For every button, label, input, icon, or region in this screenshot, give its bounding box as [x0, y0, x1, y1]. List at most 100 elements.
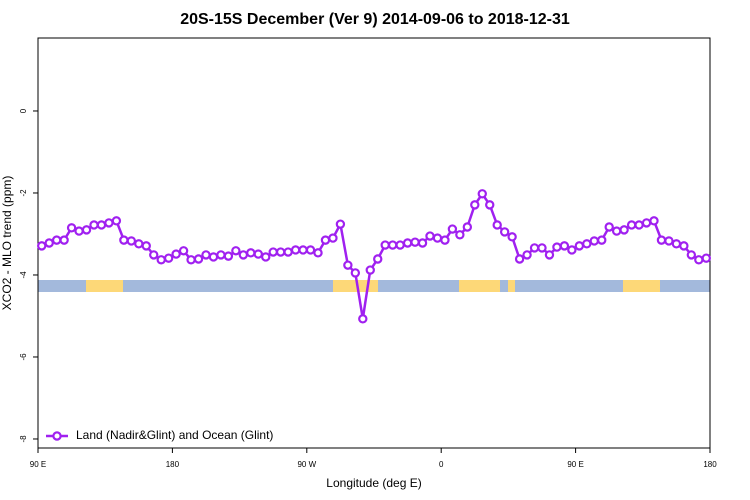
plot-frame: [37, 37, 711, 449]
point: [141, 241, 151, 251]
point: [656, 235, 667, 245]
point: [507, 232, 517, 242]
point: [320, 235, 331, 245]
point: [365, 265, 375, 275]
point: [96, 220, 107, 230]
point: [305, 245, 316, 255]
point: [582, 239, 592, 249]
point: [89, 220, 99, 230]
y-tick-label: -4: [19, 271, 28, 279]
point: [268, 247, 278, 257]
surface-band: [38, 280, 710, 292]
point: [149, 250, 159, 260]
point: [485, 200, 495, 210]
x-axis-label: Longitude (deg E): [326, 476, 421, 490]
point: [290, 245, 301, 255]
point: [402, 238, 413, 248]
point: [37, 241, 47, 251]
point: [298, 245, 308, 255]
point: [522, 250, 532, 260]
point: [134, 239, 144, 249]
point: [671, 239, 682, 249]
point: [59, 235, 69, 245]
point: [552, 242, 562, 252]
point: [626, 220, 637, 230]
point: [619, 225, 629, 235]
point: [358, 314, 368, 324]
x-tick-label: 90 E: [30, 460, 46, 469]
point: [440, 235, 450, 245]
y-tick-label: -6: [19, 353, 28, 361]
point: [574, 241, 585, 251]
point: [373, 254, 383, 264]
point: [283, 247, 293, 257]
legend-marker: [52, 431, 62, 441]
point: [567, 245, 577, 255]
point: [634, 220, 644, 230]
y-tick-label: -8: [19, 435, 28, 443]
point: [126, 236, 137, 246]
point: [216, 250, 226, 260]
land-band: [508, 280, 515, 292]
point: [492, 220, 502, 230]
point: [261, 252, 271, 262]
point: [447, 224, 458, 234]
point: [186, 255, 196, 265]
point: [544, 250, 555, 260]
land-band: [459, 280, 500, 292]
point: [380, 240, 390, 250]
point: [335, 219, 346, 229]
x-tick-label: 180: [703, 460, 717, 469]
point: [51, 235, 62, 245]
point: [477, 189, 487, 199]
land-band: [333, 280, 378, 292]
y-tick-label: 0: [19, 108, 28, 113]
point: [201, 250, 211, 260]
point: [597, 235, 607, 245]
point: [432, 233, 443, 243]
point: [343, 260, 353, 270]
x-tick-label: 180: [166, 460, 180, 469]
land-band: [86, 280, 123, 292]
point: [395, 240, 405, 250]
x-tick-label: 90 W: [297, 460, 316, 469]
x-tick-label: 90 E: [567, 460, 583, 469]
point: [694, 255, 704, 265]
point: [664, 236, 674, 246]
chart-title: 20S-15S December (Ver 9) 2014-09-06 to 2…: [180, 11, 570, 28]
point: [514, 254, 525, 264]
point: [589, 236, 599, 246]
point: [81, 225, 92, 235]
point: [686, 250, 697, 260]
point: [499, 227, 510, 237]
point: [462, 222, 473, 232]
point: [604, 222, 614, 232]
y-tick-label: -2: [19, 189, 28, 197]
point: [223, 251, 234, 261]
point: [529, 243, 540, 253]
point: [119, 235, 129, 245]
y-axis-label: XCO2 - MLO trend (ppm): [0, 176, 14, 311]
point: [156, 255, 166, 265]
point: [417, 238, 428, 248]
point: [425, 231, 435, 241]
point: [387, 240, 398, 250]
point: [44, 238, 54, 248]
point: [455, 230, 465, 240]
point: [350, 268, 361, 278]
point: [537, 243, 547, 253]
point: [231, 246, 241, 256]
point: [163, 253, 174, 263]
point: [410, 237, 420, 247]
point: [649, 216, 659, 226]
point: [193, 254, 204, 264]
legend-label: Land (Nadir&Glint) and Ocean (Glint): [76, 428, 273, 442]
point: [559, 241, 570, 251]
point: [171, 249, 181, 259]
point: [611, 226, 622, 236]
point: [66, 223, 77, 233]
point: [275, 247, 286, 257]
point: [313, 248, 323, 258]
point: [246, 248, 256, 258]
